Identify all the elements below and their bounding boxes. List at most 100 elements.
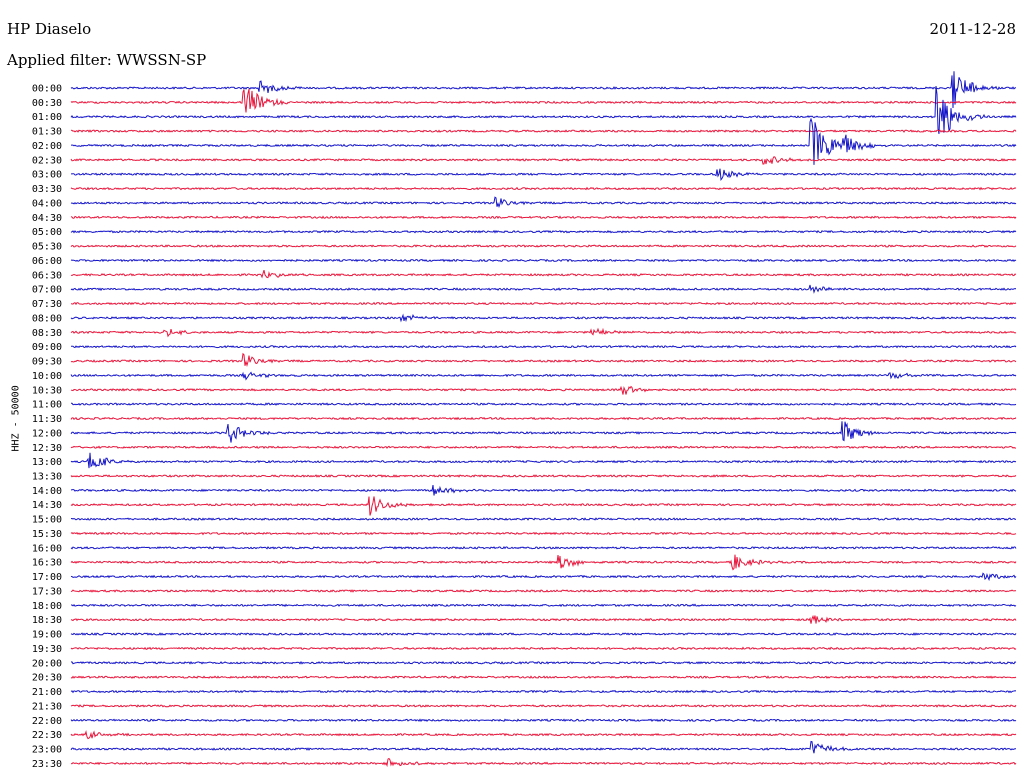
trace-row [70,554,1017,571]
row-label: 10:00 [32,371,62,382]
row-label: 07:30 [32,299,62,310]
trace-row [71,344,1017,349]
row-label: 18:00 [32,601,62,612]
trace-row [70,646,1017,651]
trace-row [70,452,1017,469]
trace-row [70,545,1017,550]
row-label: 00:30 [32,98,62,109]
row-label: 16:00 [32,543,62,554]
trace-row [70,660,1017,665]
trace-row [70,85,1017,134]
trace-row [70,269,1017,279]
trace-row [70,740,1017,754]
trace-row [71,117,1017,165]
row-label: 14:30 [32,500,62,511]
row-label: 17:00 [32,572,62,583]
trace-row [70,757,1017,768]
trace-row [70,327,1017,338]
row-label: 08:30 [32,328,62,339]
row-label: 00:00 [32,84,62,95]
row-label: 19:00 [32,630,62,641]
row-label: 05:00 [32,227,62,238]
trace-row [70,531,1017,536]
row-label: 08:00 [32,313,62,324]
trace-row [71,168,1017,182]
trace-row [70,71,1017,109]
row-label: 20:00 [32,658,62,669]
trace-row [70,186,1017,191]
row-label: 20:30 [32,673,62,684]
row-label: 09:00 [32,342,62,353]
trace-row [70,474,1017,478]
row-label: 17:30 [32,586,62,597]
row-label: 13:30 [32,471,62,482]
filter-label: Applied filter: WWSSN-SP [7,51,207,69]
row-label: 12:00 [32,428,62,439]
row-label: 03:30 [32,184,62,195]
trace-row [70,614,1017,624]
trace-row [70,589,1017,593]
trace-row [70,371,1017,381]
trace-row [70,718,1017,723]
trace-row [70,632,1017,636]
row-label: 13:00 [32,457,62,468]
trace-row [70,689,1017,694]
time-labels: 00:00 00:30 01:00 01:30 02:00 02:30 03:00 03:30… [32,84,62,770]
trace-row [70,88,1017,113]
row-label: 02:30 [32,155,62,166]
row-label: 06:00 [32,256,62,267]
row-label: 05:30 [32,242,62,253]
trace-row [70,215,1017,220]
trace-row [70,572,1017,582]
trace-row [70,244,1017,248]
row-label: 01:30 [32,127,62,138]
trace-row [70,416,1017,421]
trace-row [70,229,1017,234]
trace-row [70,704,1017,708]
row-label: 18:30 [32,615,62,626]
trace-row [70,129,1017,133]
trace-row [70,421,1017,443]
row-label: 11:00 [32,400,62,411]
trace-row [70,156,1017,165]
row-label: 04:00 [32,198,62,209]
trace-row [70,445,1017,450]
row-label: 07:00 [32,285,62,296]
date-label: 2011-12-28 [929,20,1016,38]
row-label: 12:30 [32,443,62,454]
station-name: HP Diaselo [7,20,92,38]
seismogram-traces [70,71,1017,768]
trace-row [70,496,1017,516]
trace-row [70,284,1017,294]
trace-row [70,313,1017,323]
row-label: 22:00 [32,716,62,727]
trace-row [70,385,1017,395]
row-label: 22:30 [32,730,62,741]
row-label: 21:00 [32,687,62,698]
row-label: 21:30 [32,701,62,712]
trace-row [70,352,1017,368]
row-label: 04:30 [32,213,62,224]
trace-row [70,258,1017,263]
trace-row [71,402,1017,406]
row-label: 14:00 [32,486,62,497]
row-label: 01:00 [32,112,62,123]
trace-row [70,675,1017,679]
trace-row [70,301,1017,306]
row-label: 11:30 [32,414,62,425]
trace-row [70,196,1017,209]
row-label: 16:30 [32,558,62,569]
trace-row [71,603,1017,608]
row-label: 23:30 [32,759,62,770]
row-label: 15:00 [32,515,62,526]
trace-row [70,485,1017,496]
row-label: 10:30 [32,385,62,396]
trace-row [70,517,1017,521]
trace-row [70,730,1017,740]
row-label: 09:30 [32,357,62,368]
row-label: 15:30 [32,529,62,540]
row-label: 03:00 [32,170,62,181]
row-label: 19:30 [32,644,62,655]
row-label: 02:00 [32,141,62,152]
